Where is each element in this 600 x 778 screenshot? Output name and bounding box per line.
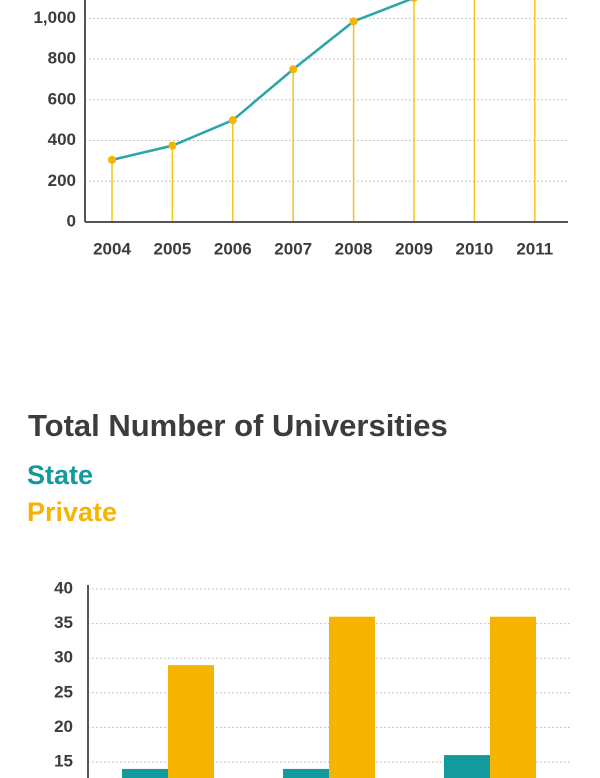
point xyxy=(108,155,116,164)
line-chart xyxy=(84,0,568,223)
y-tick-label: 20 xyxy=(54,717,73,736)
line-chart-labels: 0 200 400 600 800 1,000 2004 2005 2006 2007 2008 20… xyxy=(33,8,568,258)
legend-entry: Private xyxy=(27,497,117,527)
bar xyxy=(329,616,375,778)
y-tick-label: 30 xyxy=(54,648,73,667)
y-tick-label: 25 xyxy=(54,682,73,701)
point xyxy=(289,65,298,74)
x-tick-label: 2006 xyxy=(214,239,252,258)
x-tick-label: 2009 xyxy=(395,239,433,258)
y-tick-label: 35 xyxy=(54,613,73,632)
line xyxy=(111,0,413,162)
point xyxy=(168,141,177,150)
legend-entry: State xyxy=(27,460,93,490)
x-tick-label: 2004 xyxy=(93,239,131,258)
point xyxy=(349,17,358,26)
y-tick-label: 400 xyxy=(48,130,76,149)
y-tick-label: 200 xyxy=(48,171,76,190)
y-tick-label: 15 xyxy=(54,751,73,770)
y-tick-label: 0 xyxy=(67,211,76,230)
point xyxy=(410,0,418,2)
bar-chart: State Private 15 20 25 30 35 40 xyxy=(27,460,570,778)
x-tick-label: 2005 xyxy=(153,239,191,258)
bar xyxy=(444,755,490,778)
y-tick-label: 1,000 xyxy=(33,8,76,27)
bar xyxy=(122,768,168,778)
y-tick-label: 800 xyxy=(48,49,76,68)
point xyxy=(228,116,237,125)
bar xyxy=(283,768,329,778)
x-tick-label: 2010 xyxy=(455,239,493,258)
x-tick-label: 2007 xyxy=(274,239,312,258)
y-tick-label: 40 xyxy=(54,578,73,597)
x-tick-label: 2011 xyxy=(516,239,553,258)
bar xyxy=(490,616,536,778)
chart-title: Total Number of Universities xyxy=(28,408,448,443)
bar xyxy=(168,665,214,778)
y-tick-label: 600 xyxy=(48,89,76,108)
x-tick-label: 2008 xyxy=(335,239,373,258)
